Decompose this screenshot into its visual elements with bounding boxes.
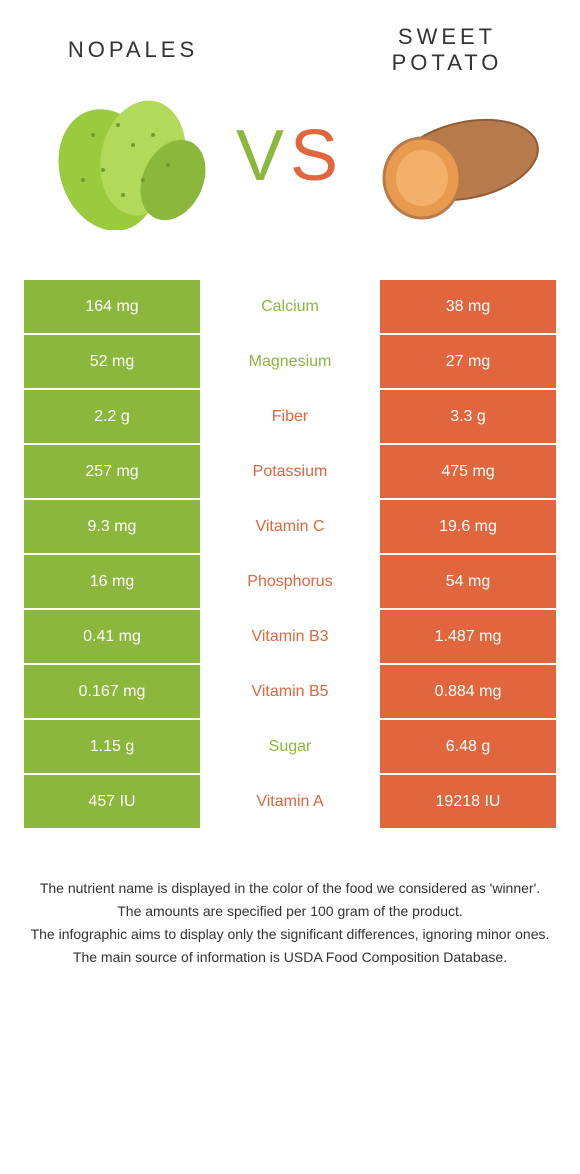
- left-food-title: Nopales: [68, 20, 198, 80]
- left-value-cell: 0.167 mg: [24, 665, 200, 718]
- nutrient-label-cell: Vitamin C: [200, 500, 380, 553]
- nutrient-label-cell: Calcium: [200, 280, 380, 333]
- table-row: 52 mgMagnesium27 mg: [24, 335, 556, 388]
- nopales-icon: [38, 80, 228, 230]
- nutrient-label-cell: Fiber: [200, 390, 380, 443]
- right-value-cell: 0.884 mg: [380, 665, 556, 718]
- sweet-potato-icon: [352, 80, 542, 230]
- left-value-cell: 0.41 mg: [24, 610, 200, 663]
- right-value-cell: 19218 IU: [380, 775, 556, 828]
- vs-letter-s: S: [290, 115, 344, 197]
- footnotes: The nutrient name is displayed in the co…: [30, 878, 550, 968]
- left-value-cell: 164 mg: [24, 280, 200, 333]
- nutrient-label-cell: Potassium: [200, 445, 380, 498]
- right-value-cell: 54 mg: [380, 555, 556, 608]
- footnote-line: The infographic aims to display only the…: [30, 924, 550, 945]
- left-value-cell: 457 IU: [24, 775, 200, 828]
- right-food-column: Sweet Potato: [344, 20, 550, 230]
- nutrient-label-cell: Vitamin B3: [200, 610, 380, 663]
- right-value-cell: 1.487 mg: [380, 610, 556, 663]
- nutrient-label-cell: Sugar: [200, 720, 380, 773]
- nutrient-table: 164 mgCalcium38 mg52 mgMagnesium27 mg2.2…: [24, 280, 556, 828]
- vs-letter-v: V: [236, 115, 290, 197]
- footnote-line: The nutrient name is displayed in the co…: [30, 878, 550, 899]
- table-row: 0.167 mgVitamin B50.884 mg: [24, 665, 556, 718]
- nutrient-label-cell: Vitamin A: [200, 775, 380, 828]
- left-value-cell: 52 mg: [24, 335, 200, 388]
- table-row: 1.15 gSugar6.48 g: [24, 720, 556, 773]
- nutrient-label-cell: Phosphorus: [200, 555, 380, 608]
- left-food-column: Nopales: [30, 20, 236, 230]
- footnote-line: The amounts are specified per 100 gram o…: [30, 901, 550, 922]
- table-row: 457 IUVitamin A19218 IU: [24, 775, 556, 828]
- table-row: 0.41 mgVitamin B31.487 mg: [24, 610, 556, 663]
- vs-label: VS: [236, 115, 344, 197]
- left-value-cell: 257 mg: [24, 445, 200, 498]
- right-value-cell: 475 mg: [380, 445, 556, 498]
- right-value-cell: 6.48 g: [380, 720, 556, 773]
- table-row: 16 mgPhosphorus54 mg: [24, 555, 556, 608]
- nutrient-label-cell: Vitamin B5: [200, 665, 380, 718]
- right-value-cell: 27 mg: [380, 335, 556, 388]
- table-row: 9.3 mgVitamin C19.6 mg: [24, 500, 556, 553]
- right-value-cell: 19.6 mg: [380, 500, 556, 553]
- table-row: 257 mgPotassium475 mg: [24, 445, 556, 498]
- table-row: 2.2 gFiber3.3 g: [24, 390, 556, 443]
- table-row: 164 mgCalcium38 mg: [24, 280, 556, 333]
- left-value-cell: 2.2 g: [24, 390, 200, 443]
- nutrient-label-cell: Magnesium: [200, 335, 380, 388]
- left-value-cell: 9.3 mg: [24, 500, 200, 553]
- right-food-title: Sweet Potato: [392, 20, 503, 80]
- right-value-cell: 38 mg: [380, 280, 556, 333]
- right-value-cell: 3.3 g: [380, 390, 556, 443]
- left-value-cell: 1.15 g: [24, 720, 200, 773]
- left-value-cell: 16 mg: [24, 555, 200, 608]
- footnote-line: The main source of information is USDA F…: [30, 947, 550, 968]
- comparison-header: Nopales VS Sweet Potato: [0, 0, 580, 260]
